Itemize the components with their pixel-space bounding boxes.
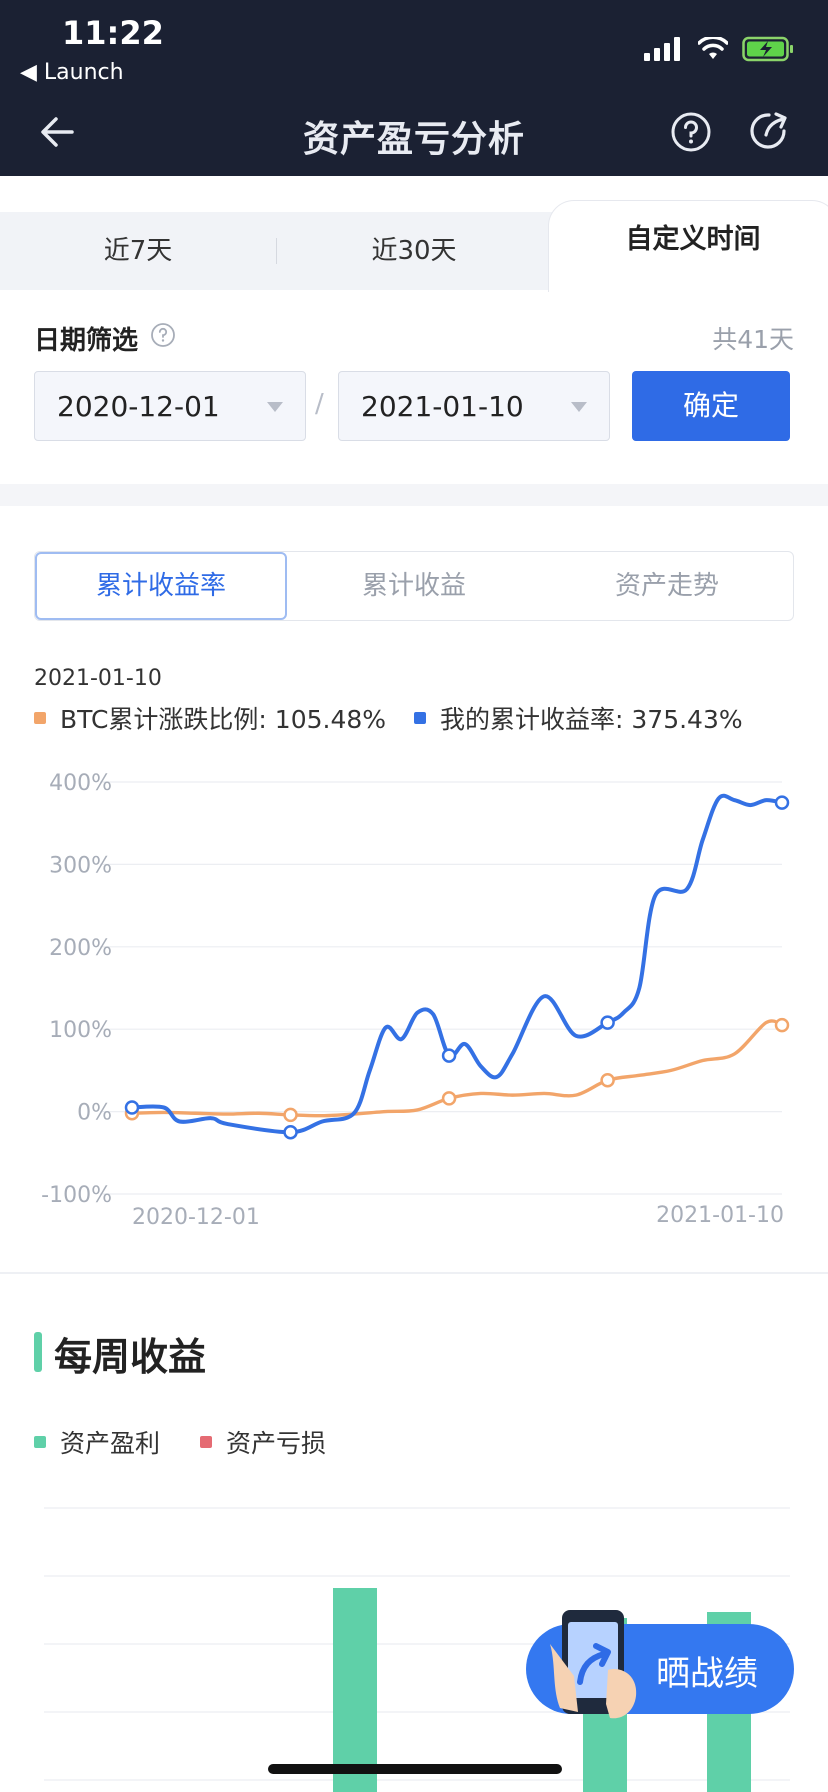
start-date-value: 2020-12-01 xyxy=(57,390,220,423)
question-circle-icon[interactable] xyxy=(150,322,176,348)
status-back-app[interactable]: ◀ Launch xyxy=(20,60,124,85)
segment-asset-trend[interactable]: 资产走势 xyxy=(614,571,719,601)
x-tick-label: 2021-01-10 xyxy=(656,1203,784,1228)
weekly-legend: 资产盈利 资产亏损 xyxy=(34,1424,326,1460)
y-tick-label: 100% xyxy=(49,1018,112,1043)
section-gap xyxy=(0,484,828,506)
tab-custom-time[interactable]: 自定义时间 xyxy=(548,200,828,292)
show-results-label: 晒战绩 xyxy=(656,1654,758,1694)
legend-btc-swatch xyxy=(34,712,46,724)
section-accent-bar xyxy=(34,1332,42,1372)
tab-last-7-days[interactable]: 近7天 xyxy=(103,236,173,266)
segment-cumulative-return-rate[interactable]: 累计收益率 xyxy=(95,571,226,601)
caret-down-icon xyxy=(571,402,587,412)
weekly-profit-bar xyxy=(333,1588,377,1792)
period-tabs: 近7天 近30天 自定义时间 xyxy=(0,176,828,292)
phone-share-icon xyxy=(550,1610,637,1719)
page-title: 资产盈亏分析 xyxy=(302,119,525,160)
cumulative-return-chart[interactable]: 400% 300% 200% 100% 0% -100% 2020-12-01 2021-01… xyxy=(0,760,828,1230)
battery-icon xyxy=(742,36,793,62)
legend-loss-label: 资产亏损 xyxy=(226,1429,327,1458)
chart-legend: BTC累计涨跌比例: 105.48% 我的累计收益率: 375.43% xyxy=(34,700,743,736)
total-days: 共41天 xyxy=(712,325,794,354)
metric-segments: 累计收益率 累计收益 资产走势 xyxy=(34,551,794,621)
app-header: 11:22 ◀ Launch 资产盈亏分析 xyxy=(0,0,828,176)
home-indicator[interactable] xyxy=(268,1764,562,1774)
caret-down-icon xyxy=(267,402,283,412)
btc-point-marker xyxy=(600,1073,615,1088)
status-time: 11:22 xyxy=(62,14,164,52)
status-icons xyxy=(644,34,794,64)
my-return-series-line xyxy=(130,793,784,1135)
btc-point-marker xyxy=(774,1017,790,1033)
legend-mine-label: 我的累计收益率: 375.43% xyxy=(440,705,743,734)
legend-loss-swatch xyxy=(200,1436,213,1448)
confirm-button[interactable]: 确定 xyxy=(632,371,790,441)
legend-profit-swatch xyxy=(34,1436,46,1448)
tab-custom-time-label: 自定义时间 xyxy=(625,224,761,255)
tab-last-30-days[interactable]: 近30天 xyxy=(371,236,457,266)
back-arrow-icon[interactable] xyxy=(34,108,82,156)
segment-cumulative-return[interactable]: 累计收益 xyxy=(361,571,466,601)
chart-selected-date: 2021-01-10 xyxy=(34,666,162,691)
y-tick-label: -100% xyxy=(41,1183,112,1208)
legend-btc-label: BTC累计涨跌比例: 105.48% xyxy=(60,705,387,734)
x-tick-label: 2020-12-01 xyxy=(132,1205,260,1230)
my-return-point-marker xyxy=(600,1015,615,1030)
section-divider xyxy=(0,1272,828,1274)
legend-profit-label: 资产盈利 xyxy=(60,1429,161,1458)
my-return-point-marker xyxy=(124,1100,140,1115)
weekly-profit-title: 每周收益 xyxy=(54,1335,207,1379)
y-tick-label: 400% xyxy=(49,771,112,796)
segment-active-frame xyxy=(35,552,287,620)
wifi-icon xyxy=(698,37,728,59)
end-date-value: 2021-01-10 xyxy=(361,390,524,423)
btc-series-line xyxy=(130,1019,784,1118)
my-return-point-marker xyxy=(441,1048,457,1063)
start-date-select[interactable]: 2020-12-01 xyxy=(34,371,306,441)
date-separator: / xyxy=(315,389,324,419)
btc-point-marker xyxy=(283,1107,298,1123)
help-icon[interactable] xyxy=(670,111,712,153)
date-filter-label: 日期筛选 xyxy=(34,326,139,356)
tab-divider xyxy=(276,238,277,264)
legend-mine-swatch xyxy=(414,712,427,724)
my-return-point-marker xyxy=(774,795,790,810)
y-tick-label: 200% xyxy=(49,936,112,961)
end-date-select[interactable]: 2021-01-10 xyxy=(338,371,610,441)
y-tick-label: 0% xyxy=(77,1101,112,1126)
y-tick-label: 300% xyxy=(49,853,112,878)
btc-point-marker xyxy=(441,1091,457,1106)
signal-icon xyxy=(644,37,680,61)
my-return-point-marker xyxy=(283,1124,298,1140)
share-icon[interactable] xyxy=(746,108,792,154)
